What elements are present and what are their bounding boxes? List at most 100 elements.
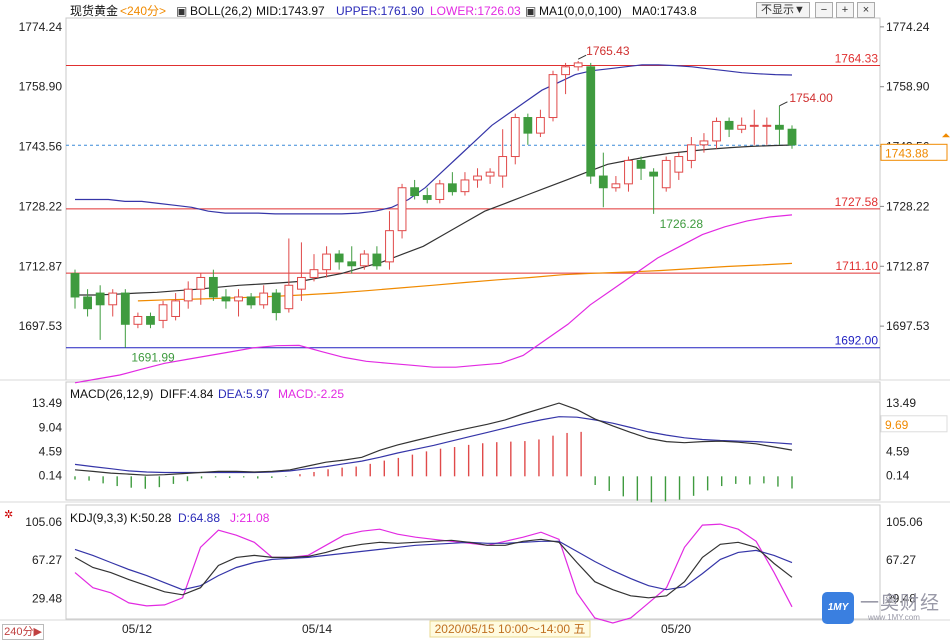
candle-body bbox=[410, 187, 420, 197]
plus-icon[interactable]: + bbox=[836, 2, 854, 18]
candle-body bbox=[775, 124, 784, 130]
candle bbox=[422, 187, 432, 204]
current-price-arrow-icon bbox=[942, 133, 950, 138]
candle-body bbox=[712, 120, 721, 142]
candle bbox=[775, 105, 784, 145]
macd-dea-line bbox=[74, 416, 793, 474]
time-label: 05/12 bbox=[122, 622, 152, 636]
candle bbox=[636, 156, 646, 180]
kdj-axis-label-left: 29.48 bbox=[32, 591, 62, 605]
macd-axis-label-right: 0.14 bbox=[886, 469, 910, 483]
kdj-title: KDJ(9,3,3) bbox=[70, 511, 128, 525]
candle bbox=[787, 125, 797, 149]
candle-body bbox=[536, 117, 545, 134]
macd-axis-label-left: 0.14 bbox=[39, 469, 63, 483]
candle-body bbox=[686, 144, 696, 161]
macd-current-box bbox=[880, 415, 948, 433]
kdj-axis-label-right: 29.48 bbox=[886, 591, 916, 605]
candle-body bbox=[183, 288, 193, 302]
candle bbox=[473, 168, 482, 188]
macd-title: MACD(26,12,9) bbox=[70, 387, 154, 401]
ma-icon: ▣ bbox=[525, 4, 537, 18]
candle-body bbox=[636, 159, 646, 169]
watermark-site: www.1MY.com bbox=[868, 613, 920, 622]
candle bbox=[624, 156, 633, 192]
candle bbox=[410, 179, 420, 200]
candle bbox=[712, 117, 721, 149]
boll-upper-line bbox=[75, 64, 793, 215]
candle-body bbox=[297, 276, 306, 290]
candle-body bbox=[196, 276, 206, 290]
macd-diff-line bbox=[74, 402, 793, 476]
time-label: 05/14 bbox=[302, 622, 332, 636]
candle-body bbox=[510, 117, 520, 158]
candle bbox=[271, 289, 281, 321]
ma-label: MA1(0,0,0,100) bbox=[539, 4, 622, 18]
annotation-arrow-icon bbox=[779, 101, 788, 107]
annotation-swing-low: 1726.28 bbox=[660, 217, 704, 231]
candle-body bbox=[284, 284, 294, 310]
watermark-logo: 1MY 一奥财经 www.1MY.com bbox=[822, 588, 942, 628]
candle bbox=[686, 137, 696, 169]
time-label: 05/20 bbox=[661, 622, 691, 636]
candle-body bbox=[435, 183, 445, 200]
candle bbox=[120, 289, 130, 348]
level-label: 1764.33 bbox=[835, 52, 879, 66]
candle-body bbox=[246, 296, 256, 306]
candle bbox=[234, 289, 243, 317]
kdj-k-line bbox=[74, 538, 793, 599]
candle bbox=[334, 250, 344, 270]
price-panel-frame bbox=[65, 17, 881, 381]
candle bbox=[573, 60, 583, 71]
boll-lower-value: LOWER:1726.03 bbox=[430, 4, 521, 18]
candle bbox=[322, 246, 331, 278]
candle bbox=[586, 62, 596, 184]
macd-current-label: 9.69 bbox=[885, 418, 909, 432]
level-label: 1711.10 bbox=[836, 259, 879, 273]
candle bbox=[510, 113, 520, 165]
boll-upper-value: UPPER:1761.90 bbox=[336, 4, 425, 18]
candle bbox=[397, 183, 407, 239]
candle-body bbox=[473, 175, 482, 181]
candle-body bbox=[498, 156, 508, 177]
candle bbox=[83, 289, 92, 317]
kdj-panel-frame bbox=[65, 504, 881, 620]
annotation-arrow-icon bbox=[577, 54, 587, 60]
candle bbox=[372, 246, 382, 270]
candle-body bbox=[661, 159, 671, 189]
candle bbox=[699, 133, 709, 153]
candle-body bbox=[146, 315, 155, 325]
annotation-swing-high: 1754.00 bbox=[789, 91, 833, 105]
candle bbox=[146, 312, 155, 329]
close-icon[interactable]: × bbox=[857, 2, 875, 18]
macd-axis-label-left: 9.04 bbox=[39, 420, 63, 434]
price-axis-label-left: 1758.90 bbox=[19, 80, 63, 94]
boll-mid-value: MID:1743.97 bbox=[256, 4, 325, 18]
boll-icon: ▣ bbox=[176, 4, 188, 18]
candle-body bbox=[221, 296, 231, 302]
kdj-axis-label-right: 67.27 bbox=[886, 553, 916, 567]
current-price-label: 1743.88 bbox=[885, 146, 929, 160]
candle bbox=[133, 312, 143, 329]
minus-icon[interactable]: − bbox=[815, 2, 833, 18]
period-button[interactable]: 240分▶ bbox=[2, 624, 44, 640]
candle-body bbox=[699, 140, 709, 146]
price-axis-label-left: 1712.87 bbox=[19, 259, 63, 273]
hide-dropdown[interactable]: 不显示▼ bbox=[756, 2, 810, 18]
candle-body bbox=[322, 253, 331, 271]
candle bbox=[347, 246, 357, 274]
candle-body bbox=[83, 296, 92, 310]
level-label: 1727.58 bbox=[835, 195, 879, 209]
macd-axis-label-right: 13.49 bbox=[886, 396, 916, 410]
candle-body bbox=[259, 292, 269, 306]
macd-axis-label-right: 4.59 bbox=[886, 444, 910, 458]
macd-value: MACD:-2.25 bbox=[278, 387, 345, 401]
candle-body bbox=[372, 253, 382, 267]
candle bbox=[108, 289, 118, 317]
candle-body bbox=[749, 124, 759, 127]
price-axis-label-left: 1774.24 bbox=[19, 20, 63, 34]
candle bbox=[259, 285, 269, 309]
candle bbox=[548, 70, 558, 122]
settings-icon[interactable]: ✲ bbox=[4, 509, 14, 521]
